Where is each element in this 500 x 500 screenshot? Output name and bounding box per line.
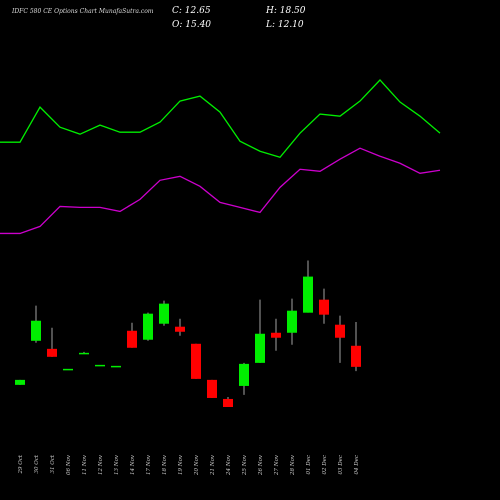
candle-body — [303, 276, 313, 313]
x-tick-label: 06 Nov — [66, 454, 72, 475]
x-tick-label: 26 Nov — [258, 454, 264, 476]
candle-body — [175, 326, 185, 332]
candle-body — [159, 303, 169, 324]
candle-body — [191, 343, 201, 379]
x-tick-label: 11 Nov — [82, 454, 88, 475]
candle-body — [207, 379, 217, 398]
x-tick-label: 19 Nov — [178, 454, 184, 475]
x-tick-label: 18 Nov — [162, 454, 168, 475]
x-tick-label: 20 Nov — [194, 454, 200, 476]
candle-body — [47, 348, 57, 357]
candle-body — [111, 365, 121, 368]
x-tick-label: 01 Dec — [306, 455, 312, 475]
candle-body — [63, 368, 73, 371]
indicator-line — [0, 79, 441, 158]
candle-body — [31, 320, 41, 341]
x-tick-label: 02 Dec — [322, 455, 328, 475]
indicator-line — [0, 147, 441, 235]
candle-body — [271, 332, 281, 338]
candle-body — [351, 345, 361, 367]
x-tick-label: 17 Nov — [146, 454, 152, 475]
x-tick-label: 04 Dec — [354, 455, 360, 475]
x-tick-label: 29 Oct — [18, 454, 24, 474]
candle-body — [15, 379, 25, 385]
candle-body — [223, 398, 233, 407]
x-tick-label: 27 Nov — [274, 454, 280, 476]
x-tick-label: 13 Nov — [114, 454, 120, 475]
x-tick-label: 28 Nov — [290, 454, 296, 476]
x-tick-label: 30 Oct — [34, 454, 40, 473]
candle-body — [95, 364, 105, 367]
x-tick-label: 03 Dec — [338, 455, 344, 475]
candle-body — [143, 313, 153, 340]
x-tick-label: 14 Nov — [130, 454, 136, 475]
ohlc-low: L: 12.10 — [265, 20, 304, 30]
candle-body — [319, 299, 329, 315]
x-tick-label: 12 Nov — [98, 454, 104, 475]
x-tick-label: 31 Oct — [50, 454, 56, 473]
ohlc-close: C: 12.65 — [172, 6, 211, 16]
ohlc-high: H: 18.50 — [265, 6, 306, 16]
candle-body — [239, 363, 249, 386]
candle-body — [335, 324, 345, 338]
chart-title: IDFC 580 CE Options Chart MunafaSutra.co… — [11, 8, 154, 15]
candle-body — [79, 352, 89, 355]
x-tick-label: 25 Nov — [242, 454, 248, 476]
candle-body — [287, 310, 297, 333]
x-tick-label: 21 Nov — [210, 454, 216, 476]
candle-body — [127, 330, 137, 348]
ohlc-open: O: 15.40 — [172, 20, 211, 30]
x-tick-label: 24 Nov — [226, 454, 232, 476]
candle-body — [255, 333, 265, 363]
